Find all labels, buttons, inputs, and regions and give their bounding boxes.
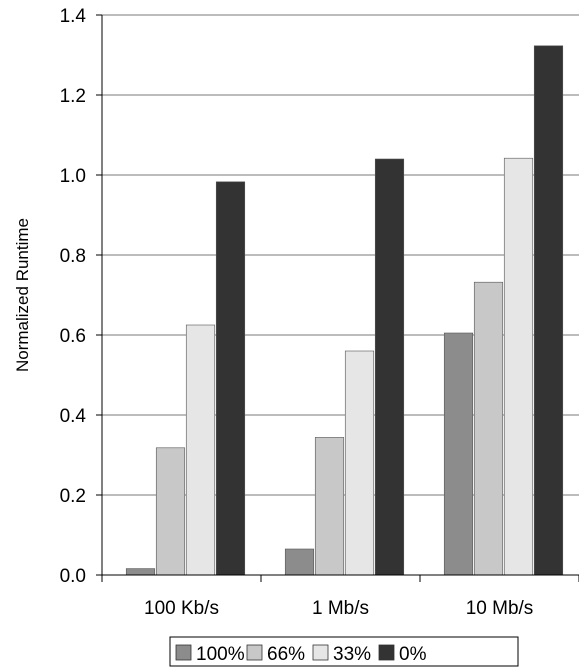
axes (101, 15, 579, 582)
y-tick-label: 1.2 (60, 86, 86, 107)
y-tick-label: 1.0 (60, 166, 86, 187)
y-axis-title: Normalized Runtime (13, 218, 32, 372)
x-tick-label: 10 Mb/s (466, 598, 534, 619)
bar (374, 158, 405, 576)
y-tick-label: 0.2 (60, 486, 86, 507)
bars (125, 45, 564, 576)
y-tick-labels: 0.0 0.2 0.4 0.6 0.8 1.0 1.2 1.4 (60, 6, 87, 587)
legend-swatch (378, 644, 395, 661)
legend-label: 33% (333, 644, 371, 665)
y-tick-label: 0.6 (60, 326, 86, 347)
x-tick-labels: 100 Kb/s 1 Mb/s 10 Mb/s (144, 598, 533, 619)
bar (284, 548, 315, 576)
bar (533, 45, 564, 576)
bar (155, 447, 186, 576)
legend-label: 100% (196, 644, 245, 665)
legend-label: 66% (267, 644, 305, 665)
bar (344, 350, 375, 576)
y-tick-label: 0.4 (60, 406, 87, 427)
bar (443, 332, 474, 576)
y-tick-label: 0.0 (60, 566, 86, 587)
bar (314, 437, 345, 576)
y-tick-label: 1.4 (60, 6, 87, 27)
legend-box (169, 636, 519, 667)
bar (215, 181, 246, 576)
legend-swatch (175, 644, 192, 661)
legend-label: 0% (399, 644, 427, 665)
bar (473, 281, 504, 576)
legend-swatch (246, 644, 263, 661)
bar (125, 568, 156, 576)
legend: 100% 66% 33% 0% (169, 636, 519, 667)
y-tick-label: 0.8 (60, 246, 86, 267)
x-tick-label: 100 Kb/s (144, 598, 219, 619)
x-tick-label: 1 Mb/s (312, 598, 369, 619)
bar (503, 157, 534, 576)
legend-swatch (312, 644, 329, 661)
bar (185, 324, 216, 576)
